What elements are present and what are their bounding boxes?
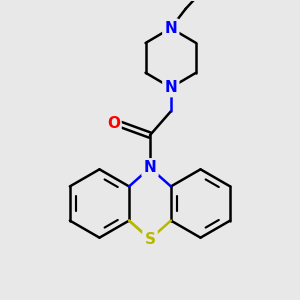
Text: N: N: [164, 80, 177, 95]
Text: N: N: [164, 21, 177, 36]
Text: N: N: [144, 160, 156, 175]
Text: S: S: [145, 232, 155, 247]
Text: O: O: [107, 116, 120, 131]
